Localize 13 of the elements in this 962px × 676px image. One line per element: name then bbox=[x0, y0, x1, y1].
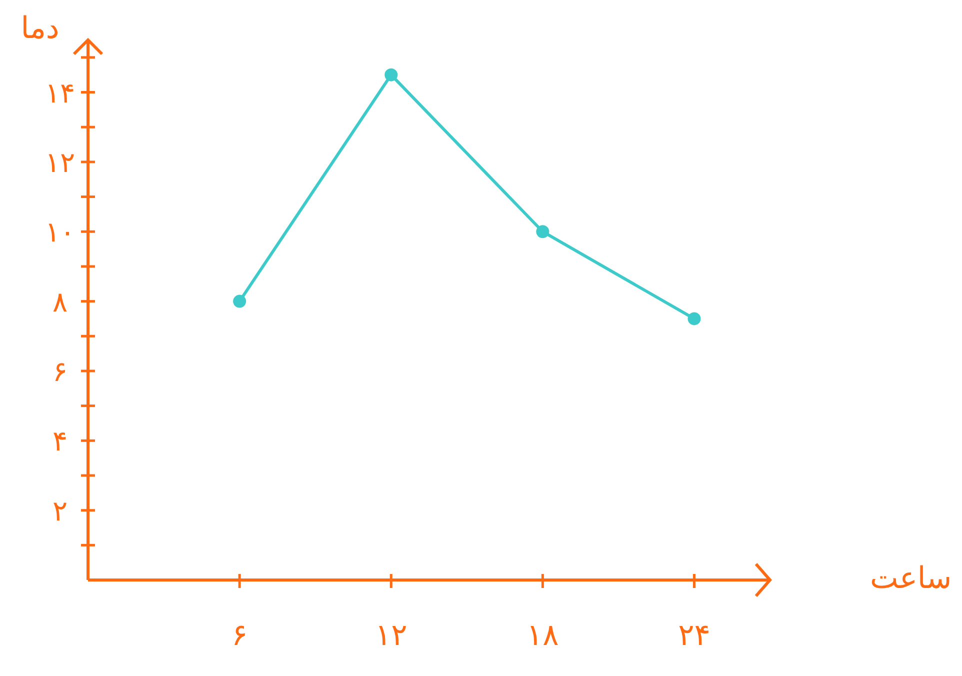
y-tick: ۴ bbox=[52, 424, 68, 458]
x-label: ساعت bbox=[870, 561, 952, 596]
x-tick: ۲۴ bbox=[678, 618, 710, 653]
y-tick: ۱۴ bbox=[44, 76, 76, 110]
x-tick: ۱۸ bbox=[526, 618, 559, 653]
y-tick: ۱۰ bbox=[44, 216, 76, 249]
y-tick: ۶ bbox=[52, 354, 68, 388]
y-label: دما bbox=[20, 11, 60, 46]
y-tick: ۱۲ bbox=[44, 146, 76, 179]
x-tick: ۱۲ bbox=[375, 618, 408, 653]
x-tick: ۶ bbox=[232, 618, 248, 653]
y-tick: ۸ bbox=[52, 285, 68, 318]
y-tick: ۲ bbox=[52, 494, 68, 528]
